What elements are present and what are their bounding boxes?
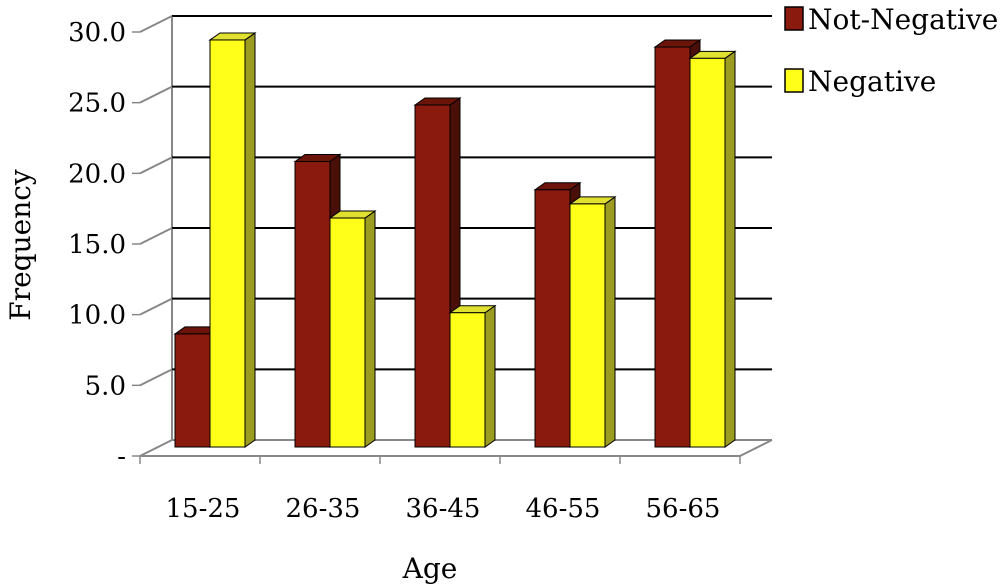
legend-swatch-negative (784, 68, 804, 93)
x-axis-ticks: 15-25 26-35 36-45 46-55 56-65 (139, 456, 741, 524)
x-axis-title: Age (402, 552, 458, 585)
bar-front (174, 333, 211, 448)
bar-front (414, 104, 451, 448)
bar-front (569, 203, 606, 448)
bar-front (329, 217, 366, 448)
bar-side (484, 304, 496, 448)
x-tick-label-56-65: 56-65 (646, 494, 721, 524)
y-tick-label: 20.0 (68, 159, 126, 189)
y-tick-label: 10.0 (68, 301, 126, 331)
y-tick-label: 30.0 (68, 18, 126, 48)
bar-side (244, 31, 256, 448)
legend-label-not-negative: Not-Negative (808, 3, 998, 36)
legend-label-negative: Negative (808, 65, 936, 98)
legend: Not-Negative Negative (784, 3, 998, 98)
y-tick-label: 5.0 (85, 371, 126, 401)
y-tick-label: - (117, 442, 126, 472)
gridline-side-5-0 (139, 368, 173, 387)
gridline-side-15-0 (139, 227, 173, 245)
y-tick-label: 15.0 (68, 230, 126, 260)
bar-negative-56-65 (688, 50, 737, 448)
x-tick-label-15-25: 15-25 (166, 494, 241, 524)
x-tick-label-26-35: 26-35 (286, 494, 361, 524)
y-axis-title: Frequency (4, 169, 37, 321)
bar-front (294, 161, 331, 448)
bar-front (449, 312, 486, 448)
bar-negative-46-55 (568, 195, 617, 448)
gridline-side-10-0 (139, 297, 173, 316)
bar-side (364, 210, 376, 448)
gridline-side-25-0 (139, 85, 173, 104)
bar-front (654, 46, 691, 448)
y-axis-ticks: - 5.0 10.0 15.0 20.0 25.0 30.0 (68, 18, 140, 472)
bar-side (604, 195, 616, 448)
bar-side (724, 50, 736, 448)
x-tick-label-36-45: 36-45 (406, 494, 481, 524)
bars (173, 31, 737, 448)
bar-negative-36-45 (448, 304, 497, 448)
bar-front (534, 189, 571, 448)
bar-front (689, 57, 726, 448)
gridline-side-30-0 (139, 15, 173, 33)
bar-front (209, 39, 246, 448)
legend-swatch-not-negative (784, 6, 804, 31)
bar-negative-26-35 (328, 210, 377, 448)
bar-negative-15-25 (208, 31, 257, 448)
y-tick-label: 25.0 (68, 89, 126, 119)
x-tick-label-46-55: 46-55 (526, 494, 601, 524)
gridline-side-20-0 (139, 156, 173, 175)
